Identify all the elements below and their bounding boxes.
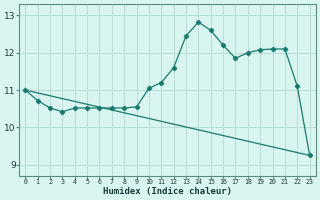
X-axis label: Humidex (Indice chaleur): Humidex (Indice chaleur) xyxy=(103,187,232,196)
